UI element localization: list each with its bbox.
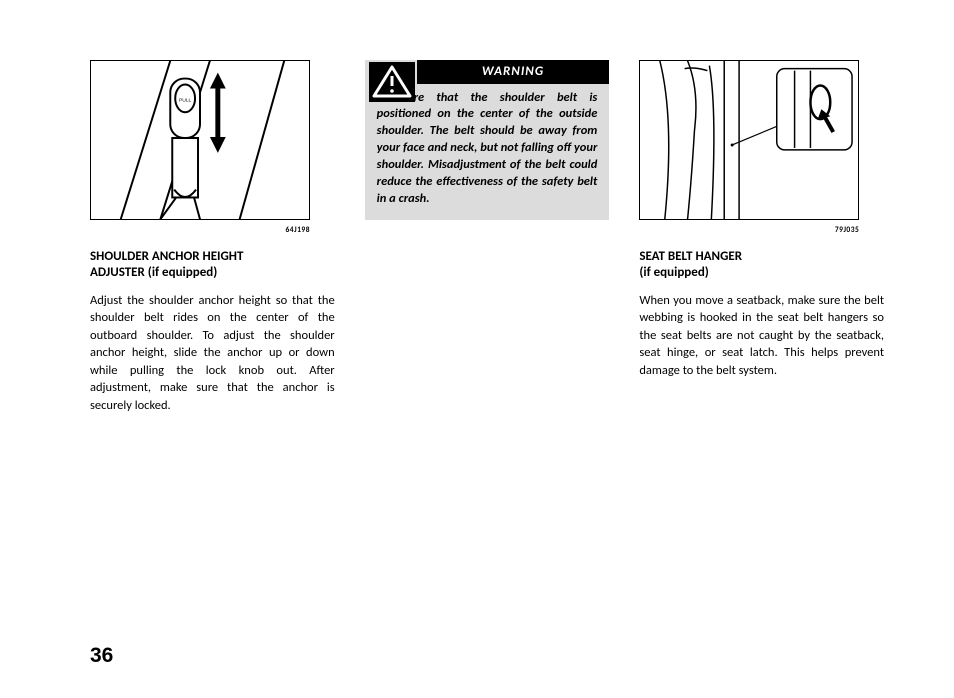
seat-belt-hanger-figure (639, 60, 859, 220)
warning-body-text: Be sure that the shoulder belt is positi… (377, 90, 598, 206)
seat-belt-hanger-illustration (640, 60, 858, 220)
warning-box: WARNING Be sure that the shoulder belt i… (365, 60, 610, 220)
shoulder-anchor-figure: PULL (90, 60, 310, 220)
svg-text:PULL: PULL (179, 97, 192, 103)
page-number: 36 (90, 644, 113, 668)
right-column: 79J035 SEAT BELT HANGER (if equipped) Wh… (639, 60, 884, 414)
center-column: WARNING Be sure that the shoulder belt i… (365, 60, 610, 414)
right-body-text: When you move a seatback, make sure the … (639, 292, 884, 380)
left-heading-line1: SHOULDER ANCHOR HEIGHT (90, 249, 243, 264)
figure-id-right: 79J035 (639, 226, 859, 235)
left-heading: SHOULDER ANCHOR HEIGHT ADJUSTER (if equi… (90, 249, 335, 282)
left-heading-line2: ADJUSTER (if equipped) (90, 265, 217, 280)
left-column: PULL 64J198 SHOULDER ANCHOR HEIGHT ADJUS… (90, 60, 335, 414)
page-columns: PULL 64J198 SHOULDER ANCHOR HEIGHT ADJUS… (90, 60, 884, 414)
right-heading: SEAT BELT HANGER (if equipped) (639, 249, 884, 282)
warning-header: WARNING (417, 60, 610, 84)
left-body-text: Adjust the shoulder anchor height so tha… (90, 292, 335, 415)
figure-id-left: 64J198 (90, 226, 310, 235)
right-heading-line1: SEAT BELT HANGER (639, 249, 742, 264)
shoulder-anchor-illustration: PULL (91, 60, 309, 220)
warning-triangle-icon (369, 62, 415, 102)
right-heading-line2: (if equipped) (639, 265, 709, 280)
